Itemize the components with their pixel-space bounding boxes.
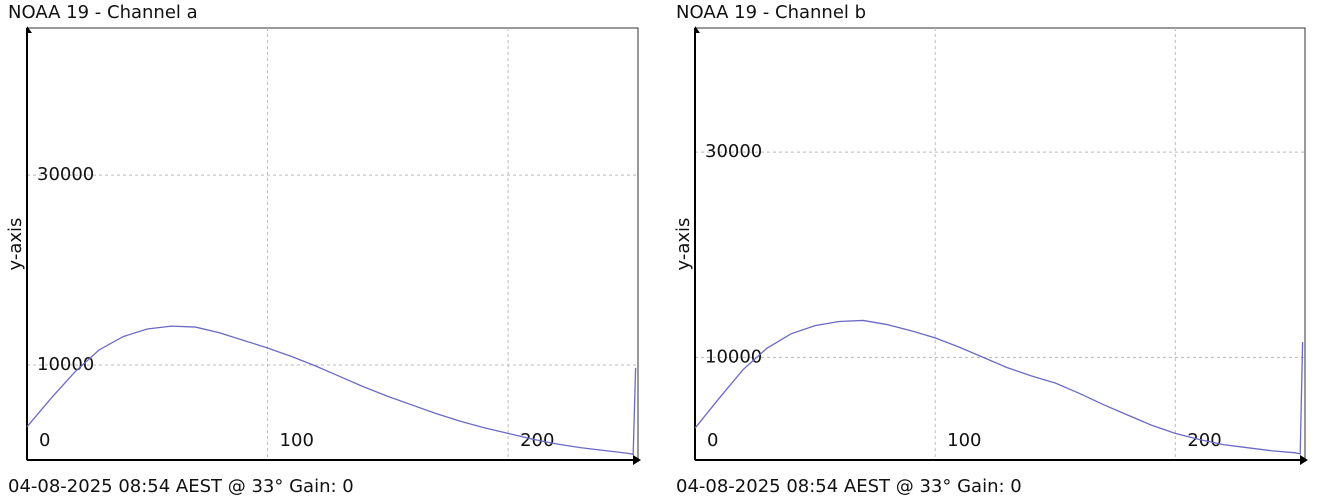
- x-tick-label: 100: [280, 430, 314, 451]
- y-axis-label: y-axis: [673, 218, 694, 271]
- chart-title: NOAA 19 - Channel a: [8, 2, 198, 23]
- axis-arrow: [1300, 455, 1308, 465]
- data-line: [26, 325, 637, 456]
- data-line: [694, 319, 1304, 455]
- y-axis-label: y-axis: [5, 218, 26, 271]
- x-tick-label: 0: [39, 430, 50, 451]
- y-tick-label: 30000: [37, 164, 94, 185]
- axis-arrow: [633, 455, 641, 465]
- plot-frame: [694, 27, 1306, 461]
- y-tick-label: 10000: [37, 354, 94, 375]
- chart-title: NOAA 19 - Channel b: [676, 2, 866, 23]
- y-tick-label: 30000: [705, 141, 762, 162]
- y-tick-label: 10000: [705, 346, 762, 367]
- plot-frame: [26, 27, 639, 461]
- status-footer: 04-08-2025 08:54 AEST @ 33° Gain: 0: [8, 476, 354, 497]
- x-tick-label: 0: [707, 430, 718, 451]
- axis-arrow: [695, 26, 700, 33]
- axis-arrow: [27, 26, 32, 33]
- x-tick-label: 100: [947, 430, 981, 451]
- status-footer: 04-08-2025 08:54 AEST @ 33° Gain: 0: [676, 476, 1022, 497]
